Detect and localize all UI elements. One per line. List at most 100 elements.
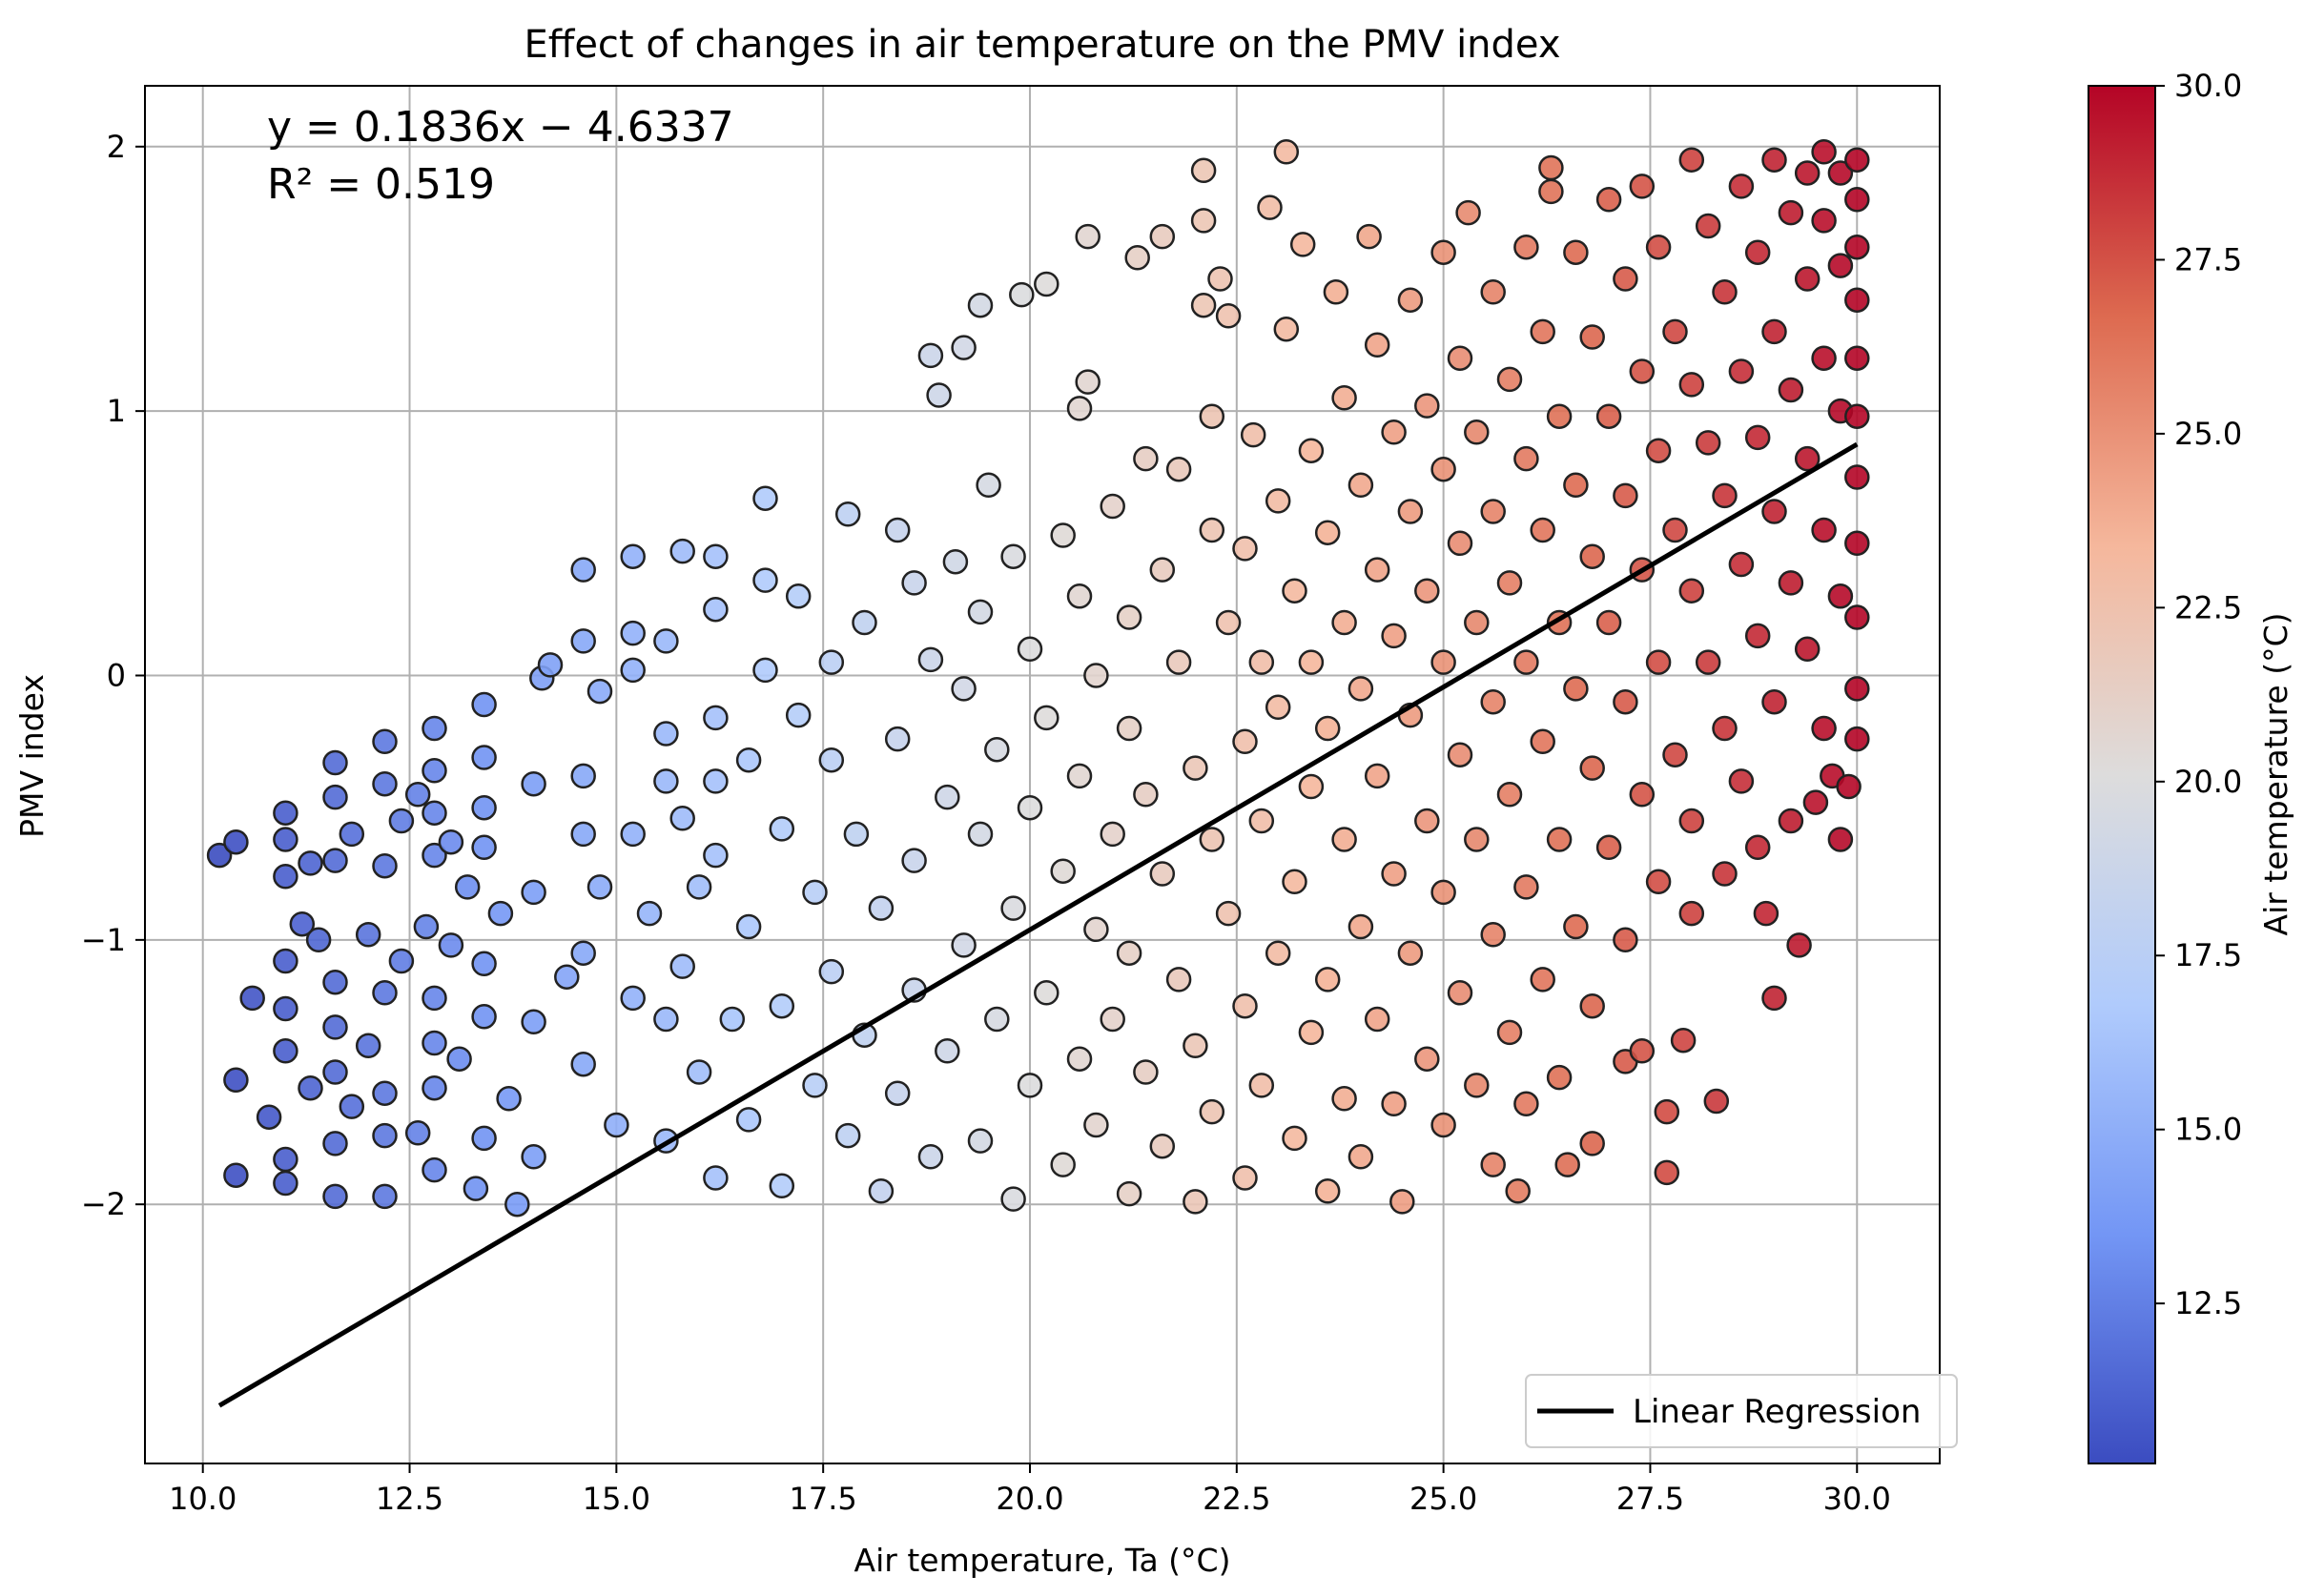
scatter-point	[1464, 1073, 1490, 1098]
scatter-point	[322, 1059, 348, 1085]
scatter-point	[1133, 1059, 1159, 1085]
scatter-point	[570, 940, 596, 966]
scatter-point	[1149, 557, 1176, 583]
scatter-point	[1273, 139, 1300, 165]
scatter-point	[1794, 445, 1821, 472]
scatter-point	[1496, 1019, 1523, 1046]
scatter-point	[1116, 1180, 1142, 1207]
scatter-point	[504, 1191, 530, 1217]
scatter-point	[1678, 808, 1705, 834]
scatter-point	[1397, 499, 1424, 524]
scatter-point	[1761, 318, 1787, 345]
scatter-point	[570, 628, 596, 654]
scatter-point	[1844, 345, 1870, 371]
scatter-point	[471, 951, 497, 977]
scatter-point	[1289, 232, 1316, 257]
scatter-point	[1183, 1189, 1208, 1215]
scatter-point	[1786, 932, 1812, 958]
scatter-point	[1183, 755, 1208, 781]
x-tick-label: 30.0	[1823, 1481, 1891, 1517]
scatter-point	[1695, 430, 1721, 456]
scatter-point	[1100, 1006, 1125, 1033]
scatter-point	[1761, 147, 1787, 173]
scatter-point	[273, 948, 298, 974]
scatter-point	[1645, 869, 1672, 895]
scatter-point	[1811, 715, 1837, 742]
scatter-point	[1356, 223, 1382, 250]
scatter-point	[1282, 578, 1307, 604]
scatter-point	[438, 829, 464, 855]
scatter-point	[322, 1183, 348, 1210]
scatter-point	[1712, 482, 1738, 509]
scatter-point	[1844, 187, 1870, 213]
scatter-point	[1133, 782, 1159, 808]
colorbar-tick-label: 22.5	[2174, 589, 2242, 625]
scatter-point	[1265, 488, 1291, 514]
scatter-point	[917, 342, 944, 369]
scatter-point	[404, 782, 431, 808]
scatter-point	[942, 548, 969, 575]
scatter-point	[586, 874, 613, 900]
scatter-point	[496, 1086, 522, 1112]
scatter-point	[1066, 763, 1093, 789]
scatter-point	[967, 821, 994, 848]
scatter-point	[1670, 1027, 1697, 1054]
scatter-point	[1298, 1019, 1325, 1046]
scatter-point	[653, 628, 679, 654]
scatter-point	[1050, 1152, 1076, 1177]
scatter-point	[1761, 499, 1787, 524]
scatter-point	[1314, 520, 1341, 545]
scatter-point	[818, 649, 845, 675]
scatter-point	[372, 852, 398, 879]
scatter-point	[1381, 861, 1407, 887]
scatter-point	[1199, 403, 1225, 429]
scatter-point	[1149, 1133, 1176, 1159]
scatter-point	[1282, 1125, 1307, 1152]
scatter-point	[388, 948, 415, 974]
scatter-point	[785, 583, 812, 609]
scatter-point	[1083, 1112, 1109, 1138]
scatter-point	[1331, 385, 1357, 411]
scatter-point	[1430, 239, 1456, 265]
scatter-point	[1538, 178, 1564, 205]
x-tick-label: 15.0	[583, 1481, 650, 1517]
scatter-point	[355, 1033, 381, 1059]
scatter-point	[1034, 705, 1059, 731]
scatter-point	[1844, 530, 1870, 557]
scatter-point	[752, 485, 778, 511]
scatter-point	[372, 728, 398, 755]
scatter-point	[1744, 239, 1771, 265]
scatter-point	[1811, 517, 1837, 543]
scatter-point	[620, 821, 646, 848]
scatter-point	[471, 834, 497, 861]
scatter-point	[1613, 482, 1638, 509]
scatter-point	[1199, 1098, 1225, 1125]
scatter-point	[1455, 199, 1481, 226]
colorbar-label: Air temperature (°C)	[2257, 612, 2294, 935]
scatter-point	[273, 800, 298, 826]
x-axis-label: Air temperature, Ta (°C)	[854, 1542, 1231, 1579]
scatter-point	[1654, 1098, 1680, 1125]
scatter-point	[1778, 570, 1804, 596]
scatter-point	[1165, 649, 1192, 675]
scatter-point	[1414, 578, 1440, 604]
legend: Linear Regression	[1525, 1374, 1958, 1448]
scatter-point	[669, 806, 695, 831]
scatter-point	[703, 842, 729, 869]
scatter-point	[1579, 992, 1605, 1019]
scatter-point	[1347, 676, 1374, 702]
scatter-point	[1298, 773, 1325, 800]
scatter-point	[1728, 768, 1755, 794]
scatter-point	[951, 932, 977, 958]
scatter-point	[1298, 438, 1325, 463]
scatter-point	[1811, 345, 1837, 371]
x-tick-label: 25.0	[1409, 1481, 1477, 1517]
scatter-point	[1314, 967, 1341, 992]
scatter-point	[1595, 187, 1622, 213]
scatter-point	[1190, 157, 1217, 184]
scatter-point	[1430, 1112, 1456, 1138]
scatter-point	[298, 1074, 323, 1101]
scatter-point	[1464, 419, 1490, 445]
scatter-point	[1116, 715, 1142, 742]
scatter-point	[1629, 358, 1656, 384]
